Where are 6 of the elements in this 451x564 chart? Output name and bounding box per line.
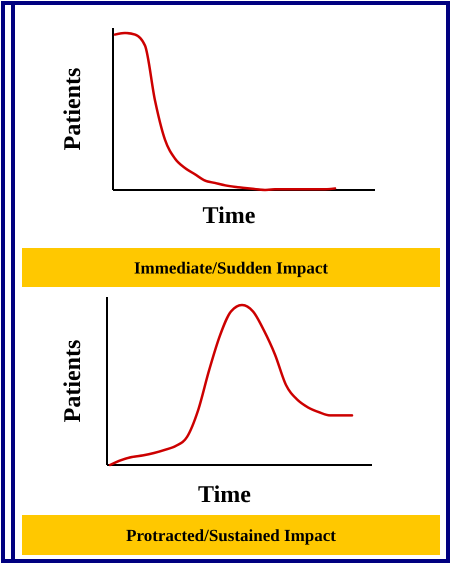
text: Immediate/Sudden Impact	[134, 258, 328, 278]
y-axis-title: Patients	[60, 340, 86, 422]
x-axis-title: Time	[202, 203, 256, 229]
text: Protracted/Sustained Impact	[126, 526, 336, 545]
x-axis-title: Time	[198, 482, 252, 508]
y-axis-title: Patients	[60, 68, 86, 150]
